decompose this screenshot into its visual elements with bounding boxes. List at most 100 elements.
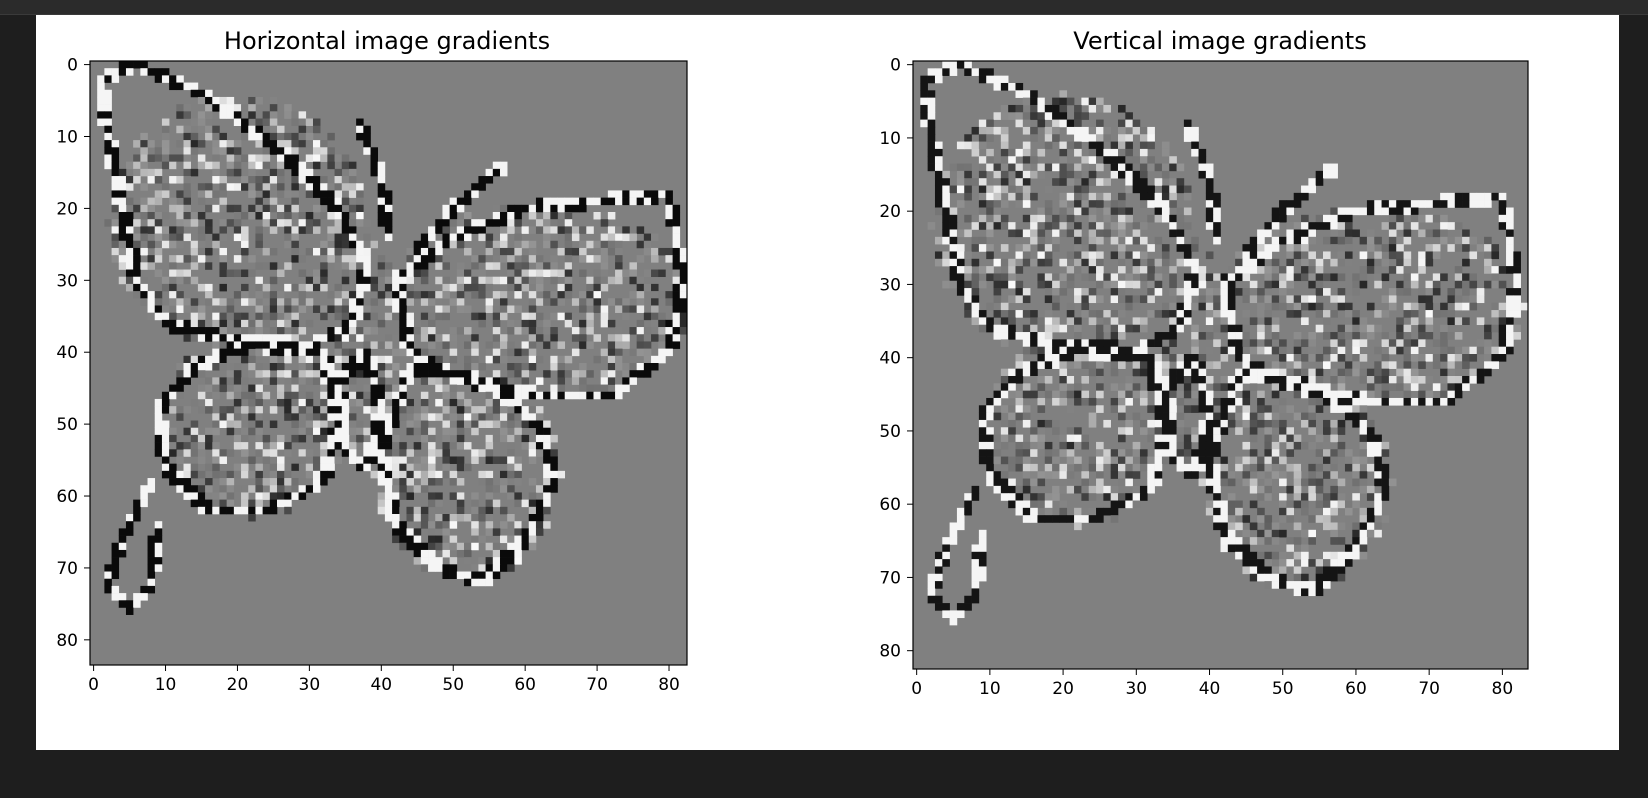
gradient-pixel [1139,339,1148,347]
gradient-pixel [622,226,630,234]
gradient-pixel [442,276,450,285]
gradient-pixel [176,370,184,378]
gradient-pixel [978,434,987,443]
gradient-pixel [1308,537,1316,545]
gradient-pixel [978,441,987,450]
gradient-pixel [607,363,616,371]
gradient-pixel [197,319,206,328]
gradient-pixel [104,161,112,170]
gradient-pixel [1081,310,1090,318]
gradient-pixel [1381,383,1390,391]
gradient-pixel [492,434,501,443]
gradient-pixel [1161,405,1170,413]
gradient-pixel [197,118,206,127]
gradient-pixel [277,161,285,170]
gradient-pixel [1000,310,1009,318]
gradient-pixel [219,140,227,148]
gradient-pixel [1066,163,1075,172]
gradient-pixel [1147,200,1155,208]
gradient-pixel [248,212,256,220]
gradient-pixel [1052,346,1060,355]
gradient-pixel [161,147,170,155]
x-tick-label: 60 [514,675,536,695]
gradient-pixel [1081,200,1090,208]
gradient-pixel [104,132,112,141]
gradient-pixel [1235,537,1243,545]
gradient-pixel [1147,280,1155,289]
gradient-pixel [1235,463,1243,472]
axes-frame [912,60,1529,670]
gradient-pixel [284,305,292,313]
gradient-pixel [1279,280,1287,289]
gradient-pixel [1330,507,1338,516]
gradient-pixel [176,377,184,385]
gradient-pixel [1242,390,1251,399]
gradient-pixel [636,305,645,313]
gradient-pixel [1052,280,1060,289]
gradient-pixel [140,168,148,177]
gradient-pixel [571,262,580,270]
gradient-pixel [1279,339,1287,347]
gradient-pixel [1169,280,1177,289]
gradient-pixel [485,233,494,242]
gradient-pixel [277,348,285,357]
gradient-pixel [1513,258,1521,267]
gradient-pixel [920,104,928,113]
gradient-pixel [1462,280,1470,289]
gradient-pixel [1374,500,1382,509]
gradient-pixel [248,506,256,515]
gradient-pixel [212,463,220,472]
gradient-pixel [1110,148,1119,157]
gradient-pixel [233,334,242,342]
gradient-pixel [521,406,530,414]
gradient-pixel [1249,566,1258,575]
gradient-pixel [949,222,958,230]
gradient-pixel [1323,544,1331,553]
gradient-pixel [1213,507,1221,516]
gradient-pixel [543,456,551,464]
gradient-pixel [1096,222,1104,230]
gradient-pixel [1323,456,1331,465]
gradient-pixel [1425,229,1434,238]
gradient-pixel [1279,427,1287,435]
gradient-pixel [1110,222,1119,230]
gradient-pixel [1154,412,1163,421]
gradient-pixel [521,535,530,544]
gradient-pixel [420,485,429,493]
gradient-pixel [492,528,501,536]
gradient-pixel [190,420,199,429]
gradient-pixel [456,219,465,227]
gradient-pixel [1205,500,1214,509]
gradient-pixel [1271,236,1280,245]
gradient-pixel [370,413,379,421]
gradient-pixel [579,377,587,385]
gradient-pixel [104,585,112,594]
gradient-pixel [1015,361,1024,369]
gradient-pixel [428,463,436,472]
gradient-pixel [442,571,450,580]
gradient-pixel [1344,500,1353,509]
gradient-pixel [1323,551,1331,560]
gradient-pixel [1110,361,1119,369]
gradient-pixel [471,564,479,572]
gradient-pixel [1227,544,1236,553]
gradient-pixel [971,493,980,501]
gradient-pixel [420,255,429,263]
gradient-pixel [1154,288,1163,296]
gradient-pixel [154,406,163,414]
gradient-pixel [1308,354,1316,362]
gradient-pixel [485,442,494,450]
gradient-pixel [1191,236,1199,245]
gradient-pixel [1081,295,1090,304]
gradient-pixel [399,506,407,515]
gradient-pixel [176,190,184,198]
gradient-pixel [1279,200,1287,208]
gradient-pixel [586,276,594,285]
gradient-pixel [1074,332,1082,340]
gradient-pixel [435,219,443,227]
gradient-pixel [255,204,263,213]
gradient-pixel [104,68,112,76]
gradient-pixel [197,255,206,263]
gradient-pixel [1330,434,1338,443]
